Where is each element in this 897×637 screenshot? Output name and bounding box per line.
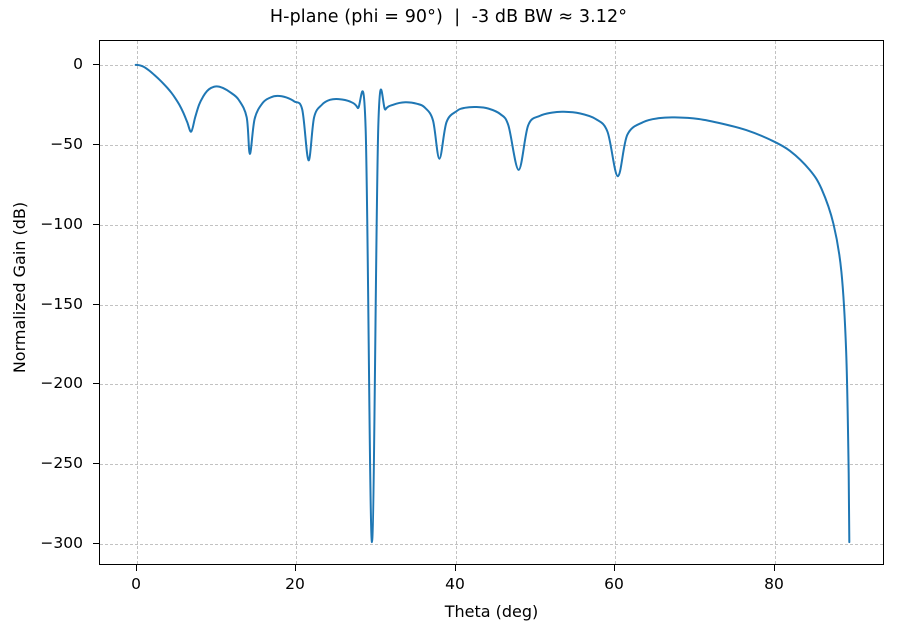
- x-tick-label: 80: [764, 575, 784, 593]
- y-axis-label: Normalized Gain (dB): [10, 201, 29, 374]
- x-tick-mark: [455, 565, 456, 571]
- gridline-vertical: [775, 41, 776, 564]
- x-tick-mark: [774, 565, 775, 571]
- y-tick-mark: [93, 543, 99, 544]
- y-tick-label: −200: [40, 374, 83, 392]
- x-tick-label: 40: [445, 575, 465, 593]
- y-tick-mark: [93, 224, 99, 225]
- y-tick-label: −300: [40, 534, 83, 552]
- gridline-horizontal: [100, 65, 883, 66]
- radiation-pattern-line: [134, 63, 851, 544]
- y-tick-mark: [93, 64, 99, 65]
- y-tick-label: −50: [50, 135, 83, 153]
- y-tick-label: 0: [73, 55, 83, 73]
- x-tick-mark: [295, 565, 296, 571]
- y-tick-label: −250: [40, 454, 83, 472]
- gridline-vertical: [615, 41, 616, 564]
- gridline-horizontal: [100, 544, 883, 545]
- gridline-horizontal: [100, 145, 883, 146]
- plot-area: [99, 40, 884, 565]
- y-tick-mark: [93, 304, 99, 305]
- y-tick-label: −100: [40, 215, 83, 233]
- x-tick-label: 0: [131, 575, 141, 593]
- x-tick-label: 60: [604, 575, 624, 593]
- gridline-vertical: [296, 41, 297, 564]
- gridline-horizontal: [100, 305, 883, 306]
- x-tick-label: 20: [285, 575, 305, 593]
- gridline-horizontal: [100, 225, 883, 226]
- x-tick-mark: [614, 565, 615, 571]
- y-tick-label: −150: [40, 295, 83, 313]
- gridline-horizontal: [100, 464, 883, 465]
- pattern-curve: [134, 63, 851, 544]
- chart-title: H-plane (phi = 90°) | -3 dB BW ≈ 3.12°: [269, 7, 628, 27]
- gridline-vertical: [137, 41, 138, 564]
- y-tick-mark: [93, 463, 99, 464]
- gridline-vertical: [456, 41, 457, 564]
- gridline-horizontal: [100, 384, 883, 385]
- y-tick-mark: [93, 144, 99, 145]
- y-tick-mark: [93, 383, 99, 384]
- x-tick-mark: [136, 565, 137, 571]
- x-axis-label: Theta (deg): [444, 602, 539, 621]
